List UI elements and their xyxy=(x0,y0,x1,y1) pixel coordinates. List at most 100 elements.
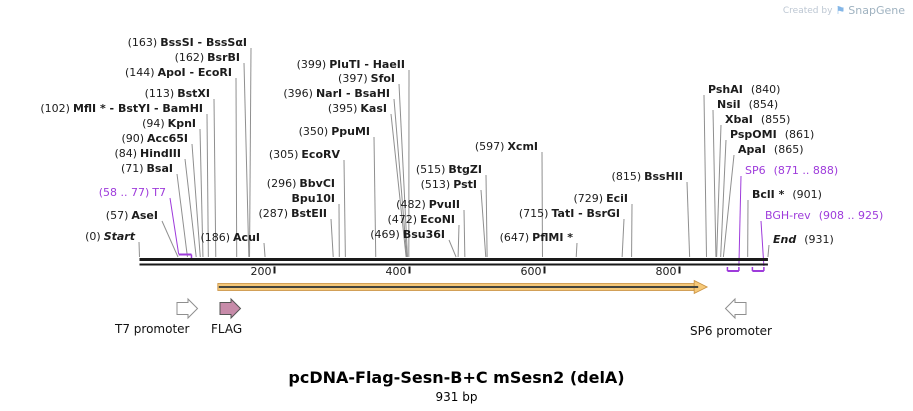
site-name: BsaI xyxy=(146,162,173,175)
site-label-kpni[interactable]: (94) KpnI xyxy=(142,117,196,130)
leader-line xyxy=(373,136,377,258)
site-label-end[interactable]: End (931) xyxy=(773,233,834,246)
site-name: BbvCI xyxy=(299,177,335,190)
site-name: PpuMI xyxy=(331,125,370,138)
leader-line xyxy=(738,175,742,267)
leader-line xyxy=(621,218,625,258)
site-label-xcmi[interactable]: (597) XcmI xyxy=(475,140,538,153)
site-name: BssSI - BssSαI xyxy=(160,36,247,49)
site-position: (855) xyxy=(760,113,791,126)
site-label-bsteii[interactable]: (287) BstEII xyxy=(259,207,327,220)
sp6-promoter-arrow[interactable] xyxy=(724,297,747,320)
plasmid-length: 931 bp xyxy=(435,390,478,404)
sequence-line-bottom xyxy=(139,263,768,266)
site-label-acui[interactable]: (186) AcuI xyxy=(200,231,260,244)
site-name: PluTI - HaeII xyxy=(329,58,405,71)
site-name: T7 xyxy=(152,186,166,199)
leader-line xyxy=(138,241,140,258)
ruler-tick xyxy=(408,266,411,274)
site-label-bbvci[interactable]: (296) BbvCI xyxy=(267,177,335,190)
site-position: (144) xyxy=(124,66,155,79)
site-label-ecorv[interactable]: (305) EcoRV xyxy=(269,148,340,161)
site-label-apoi-ecori[interactable]: (144) ApoI - EcoRI xyxy=(125,66,232,79)
leader-line xyxy=(767,244,770,258)
site-position: (71) xyxy=(120,162,144,175)
site-position: (396) xyxy=(283,87,313,100)
site-label-econi[interactable]: (472) EcoNI xyxy=(388,213,455,226)
site-label-asei[interactable]: (57) AseI xyxy=(106,209,158,222)
flag-label[interactable]: FLAG xyxy=(211,322,243,336)
site-label-bsssi-bsss-i[interactable]: (163) BssSI - BssSαI xyxy=(128,36,247,49)
site-position: (57) xyxy=(105,209,129,222)
leader-line xyxy=(703,94,707,258)
site-name: KpnI xyxy=(167,117,196,130)
site-position: (472) xyxy=(387,213,418,226)
leader-line xyxy=(390,113,407,258)
site-label-bstxi[interactable]: (113) BstXI xyxy=(145,87,210,100)
leader-line xyxy=(249,47,252,258)
leader-line xyxy=(343,159,346,258)
site-label-pspomi[interactable]: PspOMI (861) xyxy=(730,128,814,141)
site-label-sp6[interactable]: SP6 (871 .. 888) xyxy=(745,164,838,177)
site-label-hindiii[interactable]: (84) HindIII xyxy=(114,147,181,160)
leader-line xyxy=(398,83,408,258)
site-label-tati-bsrgi[interactable]: (715) TatI - BsrGI xyxy=(519,207,620,220)
created-by-text: Created by xyxy=(782,5,833,16)
leader-line xyxy=(161,220,179,258)
site-name: NarI - BsaHI xyxy=(315,87,390,100)
leader-line xyxy=(169,197,180,255)
site-label-bpu10i[interactable]: Bpu10I xyxy=(289,192,336,205)
site-label-ppumi[interactable]: (350) PpuMI xyxy=(299,125,370,138)
site-name: KasI xyxy=(360,102,387,115)
site-label-mfli-bstyi-bamhi[interactable]: (102) MflI * - BstYI - BamHI xyxy=(40,102,203,115)
site-label-kasi[interactable]: (395) KasI xyxy=(328,102,387,115)
site-position: (901) xyxy=(792,188,822,201)
site-label-btgzi[interactable]: (515) BtgZI xyxy=(416,163,482,176)
site-label-t7[interactable]: (58 .. 77) T7 xyxy=(99,186,166,199)
site-label-ecii[interactable]: (729) EciI xyxy=(574,192,629,205)
ruler-tick xyxy=(543,266,546,274)
flag-arrow[interactable] xyxy=(219,297,242,320)
site-position: (865) xyxy=(773,143,804,156)
site-label-nari-bsahi[interactable]: (396) NarI - BsaHI xyxy=(283,87,390,100)
site-position: (861) xyxy=(784,128,815,141)
sp6-promoter-label[interactable]: SP6 promoter xyxy=(690,324,772,338)
ruler-tick xyxy=(273,266,276,274)
site-position: (350) xyxy=(298,125,329,138)
site-position: (90) xyxy=(121,132,145,145)
site-label-bsrbi[interactable]: (162) BsrBI xyxy=(175,51,240,64)
site-label-bsu36i[interactable]: (469) Bsu36I xyxy=(370,228,445,241)
site-position: (163) xyxy=(127,36,158,49)
site-label-pvuii[interactable]: (482) PvuII xyxy=(396,198,460,211)
site-label-xbai[interactable]: XbaI (855) xyxy=(725,113,790,126)
site-label-pluti-haeii[interactable]: (399) PluTI - HaeII xyxy=(297,58,405,71)
site-position: (840) xyxy=(750,83,781,96)
site-label-bcli[interactable]: BclI * (901) xyxy=(752,188,822,201)
sequence-line-top xyxy=(139,258,768,261)
site-label-start[interactable]: (0) Start xyxy=(85,230,135,243)
site-name: BstEII xyxy=(291,207,327,220)
leader-line xyxy=(191,143,201,258)
site-position: (399) xyxy=(296,58,327,71)
t7-promoter-arrow[interactable] xyxy=(176,297,199,320)
site-label-apai[interactable]: ApaI (865) xyxy=(738,143,804,156)
site-name: Start xyxy=(103,230,135,243)
leader-line xyxy=(463,209,466,258)
site-position: (715) xyxy=(518,207,549,220)
site-label-pflmi[interactable]: (647) PflMI * xyxy=(500,231,573,244)
site-position: (729) xyxy=(573,192,604,205)
site-label-bsshii[interactable]: (815) BssHII xyxy=(612,170,683,183)
site-position: (102) xyxy=(40,102,70,115)
site-label-pshai[interactable]: PshAI (840) xyxy=(708,83,780,96)
site-label-bgh-rev[interactable]: BGH-rev (908 .. 925) xyxy=(765,209,883,222)
site-label-bsai[interactable]: (71) BsaI xyxy=(121,162,173,175)
t7-promoter-label[interactable]: T7 promoter xyxy=(115,322,190,336)
site-label-acc65i[interactable]: (90) Acc65I xyxy=(121,132,188,145)
ruler-tick xyxy=(678,266,681,274)
site-label-psti[interactable]: (513) PstI xyxy=(421,178,477,191)
site-label-nsii[interactable]: NsiI (854) xyxy=(717,98,778,111)
site-label-sfoi[interactable]: (397) SfoI xyxy=(338,72,395,85)
leader-line xyxy=(199,128,204,258)
site-name: SP6 xyxy=(745,164,766,177)
